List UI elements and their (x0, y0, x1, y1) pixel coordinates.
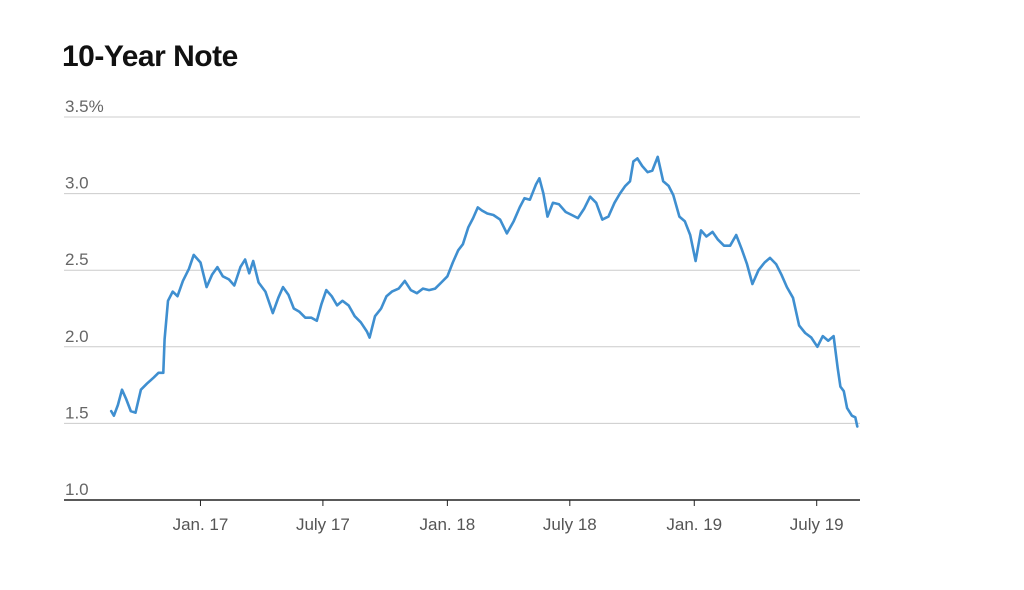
x-tick-label: Jan. 18 (419, 515, 475, 534)
y-tick-label: 1.5 (65, 403, 89, 422)
series-line (109, 155, 859, 428)
y-tick-label: 3.0 (65, 174, 89, 193)
y-tick-label: 1.0 (65, 480, 89, 499)
x-tick-label: July 19 (790, 515, 844, 534)
x-tick-labels: Jan. 17 July 17 Jan. 18 July 18 Jan. 19 July … (173, 515, 844, 534)
y-tick-labels: 1.0 1.5 2.0 2.5 3.0 3.5% (65, 97, 104, 499)
x-tick-label: July 17 (296, 515, 350, 534)
y-tick-label: 3.5% (65, 97, 104, 116)
series-group (109, 155, 859, 428)
x-tick-label: Jan. 19 (666, 515, 722, 534)
chart-title: 10-Year Note (62, 40, 238, 73)
x-axis (64, 499, 860, 506)
x-tick-label: July 18 (543, 515, 597, 534)
y-gridlines (64, 116, 860, 424)
y-tick-label: 2.0 (65, 327, 89, 346)
y-tick-label: 2.5 (65, 250, 89, 269)
x-tick-label: Jan. 17 (173, 515, 229, 534)
